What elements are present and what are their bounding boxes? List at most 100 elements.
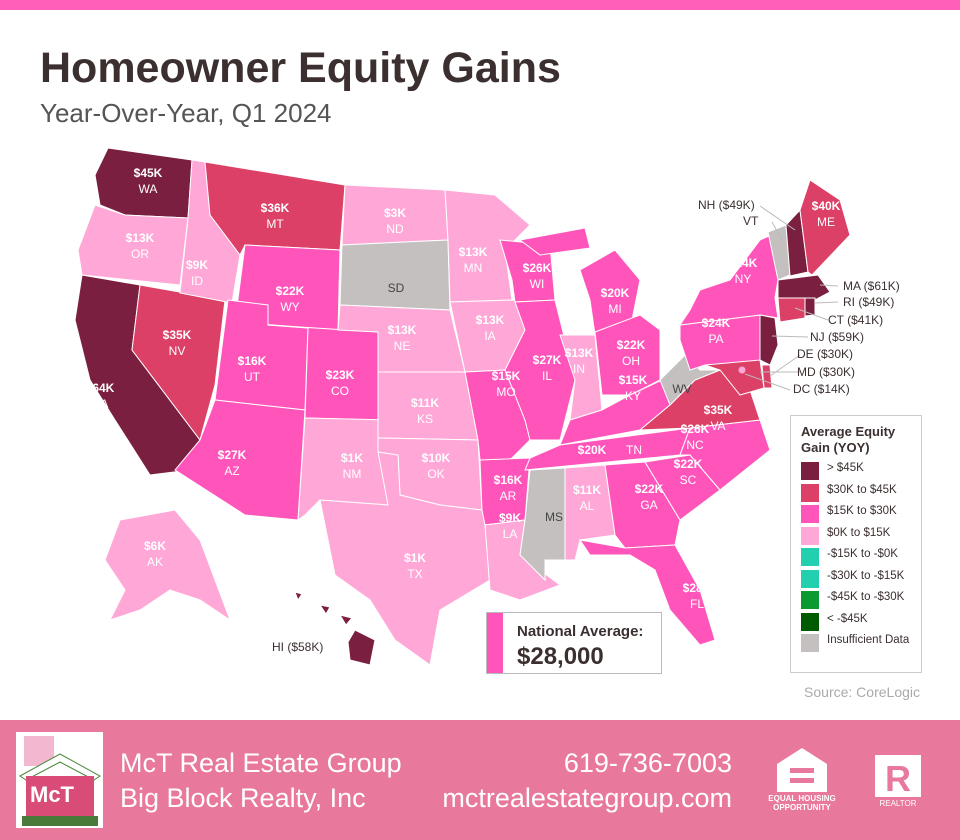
state-abbr-al: AL	[580, 499, 595, 513]
state-abbr-or: OR	[131, 247, 149, 261]
legend-label: $0K to $15K	[827, 526, 891, 539]
legend-label: -$30K to -$15K	[827, 569, 905, 582]
state-value-va: $35K	[704, 403, 733, 417]
state-abbr-va: VA	[710, 419, 725, 433]
legend-label: $30K to $45K	[827, 483, 897, 496]
state-value-pa: $24K	[702, 316, 731, 330]
state-md	[704, 359, 765, 396]
legend-title: Average Equity Gain (YOY)	[801, 424, 896, 455]
source-note: Source: CoreLogic	[804, 684, 920, 700]
state-mn	[444, 189, 531, 303]
callout-line-dc	[744, 373, 791, 391]
state-abbr-mn: MN	[464, 261, 483, 275]
state-value-oh: $22K	[617, 338, 646, 352]
state-sd	[339, 239, 451, 311]
callout-ri: RI ($49K)	[843, 295, 894, 309]
legend-swatch	[801, 612, 819, 631]
state-abbr-oh: OH	[622, 354, 640, 368]
legend-item: Insufficient Data	[801, 634, 911, 656]
state-hi	[338, 614, 353, 626]
callout-nj: NJ ($59K)	[810, 330, 864, 344]
callout-ma: MA ($61K)	[843, 279, 900, 293]
state-value-ar: $16K	[494, 473, 523, 487]
state-abbr-nv: NV	[169, 344, 186, 358]
page-subtitle: Year-Over-Year, Q1 2024	[40, 98, 332, 128]
state-value-tx: $1K	[404, 551, 426, 565]
legend-swatch	[801, 548, 819, 566]
callout-line-nh	[759, 205, 796, 231]
equal-housing-icon	[777, 748, 827, 792]
company-name: McT Real Estate Group	[120, 748, 402, 778]
state-value-la: $9K	[499, 511, 521, 525]
state-value-me: $40K	[812, 199, 841, 213]
legend-item: -$15K to -$0K	[801, 548, 911, 570]
state-value-mn: $13K	[459, 245, 488, 259]
state-value-ok: $10K	[422, 451, 451, 465]
state-value-nd: $3K	[384, 206, 406, 220]
state-value-ky: $15K	[619, 373, 648, 387]
state-value-nv: $35K	[163, 328, 192, 342]
state-abbr-ga: GA	[640, 498, 657, 512]
state-abbr-in: IN	[573, 362, 585, 376]
equal-housing-text: EQUAL HOUSING OPPORTUNITY	[768, 794, 836, 812]
state-mi	[518, 227, 591, 256]
state-ma	[777, 274, 831, 301]
legend-item: > $45K	[801, 462, 911, 484]
state-value-az: $27K	[218, 448, 247, 462]
legend-label: > $45K	[827, 462, 864, 474]
callout-md: MD ($30K)	[797, 365, 855, 379]
state-value-fl: $28K	[683, 581, 712, 595]
state-dc	[738, 366, 746, 374]
callout-line-ma	[819, 284, 839, 287]
state-abbr-wa: WA	[139, 182, 158, 196]
state-value-ak: $6K	[144, 539, 166, 553]
state-value-ne: $13K	[388, 323, 417, 337]
state-abbr-wy: WY	[280, 300, 299, 314]
callout-vt: VT	[743, 214, 759, 228]
state-value-ks: $11K	[411, 396, 439, 410]
footer: McT McT Real Estate Group Big Block Real…	[0, 720, 960, 840]
state-abbr-fl: FL	[690, 597, 704, 611]
legend: Average Equity Gain (YOY) > $45K $30K to …	[790, 415, 922, 673]
state-abbr-ms: MS	[545, 510, 563, 524]
state-value-tn: $20K	[578, 443, 607, 457]
state-abbr-wv: WV	[672, 382, 691, 396]
state-me	[799, 179, 851, 276]
phone-number[interactable]: 619-736-7003	[563, 748, 732, 778]
state-ct	[777, 297, 806, 323]
legend-swatch	[801, 591, 819, 609]
state-abbr-ks: KS	[417, 412, 433, 426]
state-value-ca: $64K	[86, 381, 115, 395]
top-accent-bar	[0, 0, 960, 10]
legend-label: $15K to $30K	[827, 505, 897, 517]
state-value-nc: $26K	[681, 422, 710, 436]
website-link[interactable]: mctrealestategroup.com	[442, 783, 732, 813]
state-value-wa: $45K	[134, 166, 163, 180]
state-value-ny: $24K	[729, 256, 758, 270]
state-or	[77, 204, 189, 286]
state-nj	[759, 314, 779, 366]
legend-label: -$45K to -$30K	[827, 591, 905, 603]
legend-item: -$30K to -$15K	[801, 569, 911, 592]
state-il	[504, 299, 576, 441]
legend-label: < -$45K	[827, 612, 868, 625]
state-value-or: $13K	[126, 231, 155, 245]
realtor-icon: R REALTOR	[873, 753, 925, 808]
legend-item: $0K to $15K	[801, 526, 911, 549]
state-value-al: $11K	[573, 483, 601, 497]
callout-dc: DC ($14K)	[793, 382, 850, 396]
callout-line-de	[769, 354, 801, 377]
state-value-in: $13K	[565, 346, 594, 360]
brokerage-name: Big Block Realty, Inc	[120, 783, 366, 813]
callout-line-ri	[814, 301, 839, 304]
callout-line-ct	[794, 307, 829, 321]
callout-hi: HI ($58K)	[272, 640, 323, 654]
state-abbr-mi: MI	[608, 302, 621, 316]
svg-text:McT: McT	[30, 782, 75, 807]
mct-logo: McT	[16, 732, 103, 828]
callout-line-nj	[771, 335, 809, 338]
state-abbr-sc: SC	[680, 473, 697, 487]
state-abbr-ca: CA	[92, 397, 109, 411]
state-abbr-ne: NE	[394, 339, 411, 353]
legend-swatch	[801, 505, 819, 523]
